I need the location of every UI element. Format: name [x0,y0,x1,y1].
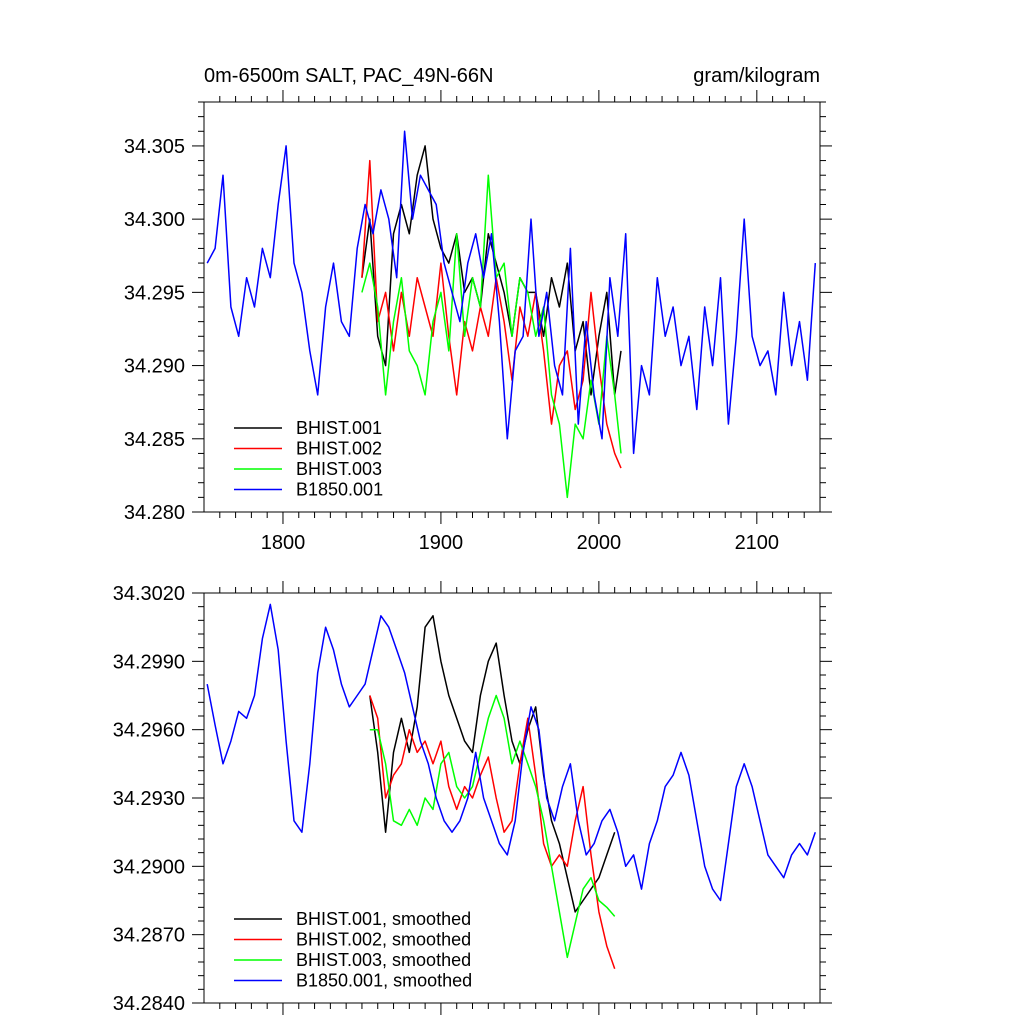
bottom-legend-label-4: B1850.001, smoothed [296,971,472,991]
top-x-tick-label: 2000 [577,532,622,554]
top-y-tick-label: 34.280 [124,502,185,524]
bottom-legend-label-1: BHIST.001, smoothed [296,909,471,929]
top-x-tick-label: 1900 [419,532,464,554]
top-axes: 1800 1900 2000 2100 34.280 34.285 34.290 34.295… [124,90,832,554]
top-legend-label-1: BHIST.001 [296,418,382,438]
top-y-tick-label: 34.305 [124,136,185,158]
bottom-series-line-3 [369,694,616,959]
bottom-legend-label-3: BHIST.003, smoothed [296,950,471,970]
bottom-plot-area [206,603,817,970]
bottom-y-tick-label: 34.2960 [113,720,185,742]
bottom-axes: 34.2840 34.2870 34.2900 34.2930 34.2960 34.29… [113,581,832,1015]
bottom-y-tick-label: 34.2840 [113,993,185,1015]
bottom-legend-label-2: BHIST.002, smoothed [296,930,471,950]
bottom-y-tick-label: 34.2870 [113,925,185,947]
top-y-tick-label: 34.300 [124,209,185,231]
top-y-tick-label: 34.290 [124,356,185,378]
top-x-tick-label: 2100 [735,532,780,554]
top-panel-units: gram/kilogram [693,65,820,87]
bottom-y-tick-label: 34.2990 [113,651,185,673]
bottom-y-tick-label: 34.3020 [113,583,185,605]
top-series-line-4 [206,130,817,455]
bottom-series-line-2 [369,695,616,970]
top-y-tick-label: 34.295 [124,282,185,304]
top-legend-label-4: B1850.001 [296,480,383,500]
bottom-series-line-4 [206,603,817,902]
top-series-line-1 [361,145,622,396]
bottom-y-tick-label: 34.2900 [113,856,185,878]
bottom-panel: 34.2840 34.2870 34.2900 34.2930 34.2960 34.29… [113,581,832,1015]
top-legend-label-3: BHIST.003 [296,459,382,479]
top-legend-label-2: BHIST.002 [296,439,382,459]
top-panel: 0m-6500m SALT, PAC_49N-66N gram/kilogram… [124,65,832,554]
top-x-tick-label: 1800 [261,532,306,554]
top-y-tick-label: 34.285 [124,429,185,451]
bottom-series-line-1 [369,615,616,913]
top-plot-area [206,130,817,499]
bottom-y-tick-label: 34.2930 [113,788,185,810]
top-panel-title: 0m-6500m SALT, PAC_49N-66N [204,65,493,87]
top-series-line-3 [361,174,622,499]
